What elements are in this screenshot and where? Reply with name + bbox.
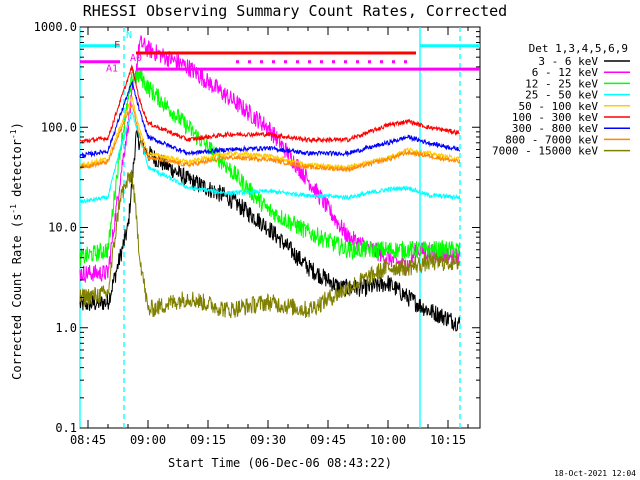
legend-label-0: 3 - 6 keV bbox=[538, 55, 598, 68]
legend-label-7: 800 - 7000 keV bbox=[505, 133, 598, 146]
legend-label-8: 7000 - 15000 keV bbox=[492, 145, 598, 158]
flag-label-a1: A1 bbox=[106, 63, 118, 74]
y-tick-label-3: 100.0 bbox=[41, 120, 77, 134]
series-line-8 bbox=[79, 168, 461, 319]
legend-label-6: 300 - 800 keV bbox=[512, 122, 598, 135]
y-tick-label-0: 0.1 bbox=[55, 421, 77, 435]
x-axis-label: Start Time (06-Dec-06 08:43:22) bbox=[168, 456, 392, 470]
y-axis-label-mid: detector bbox=[10, 139, 24, 204]
flag-label-n: N bbox=[126, 30, 132, 41]
y-axis-label-sup2: -1 bbox=[9, 129, 18, 139]
series-line-7 bbox=[79, 102, 461, 173]
series-line-5 bbox=[79, 64, 460, 144]
chart-title: RHESSI Observing Summary Count Rates, Co… bbox=[83, 2, 507, 20]
legend-header: Det 1,3,4,5,6,9 bbox=[529, 42, 628, 55]
flag-bars: NF A0 A1 bbox=[80, 30, 480, 74]
x-tick-label-3: 09:30 bbox=[250, 433, 286, 447]
legend-label-2: 12 - 25 keV bbox=[525, 77, 598, 90]
x-tick-label-1: 09:00 bbox=[130, 433, 166, 447]
legend-label-3: 25 - 50 keV bbox=[525, 89, 598, 102]
y-axis-label-end: ) bbox=[10, 122, 24, 129]
y-axis-ticks: 0.1 1.0 10.0 100.0 1000.0 bbox=[34, 20, 480, 435]
x-tick-label-6: 10:15 bbox=[430, 433, 466, 447]
flag-label-a0: A0 bbox=[130, 53, 142, 64]
x-tick-label-2: 09:15 bbox=[190, 433, 226, 447]
legend-label-1: 6 - 12 keV bbox=[532, 66, 599, 79]
series-line-6 bbox=[79, 80, 461, 159]
y-axis-label: Corrected Count Rate (s-1 detector-1) bbox=[9, 122, 24, 380]
x-tick-label-4: 09:45 bbox=[310, 433, 346, 447]
series-line-1 bbox=[79, 35, 461, 284]
x-tick-label-0: 08:45 bbox=[70, 433, 106, 447]
y-axis-label-main: Corrected Count Rate (s bbox=[10, 214, 24, 380]
x-axis-ticks: 08:45 09:00 09:15 09:30 09:45 10:00 10:15 bbox=[70, 27, 469, 447]
x-tick-label-5: 10:00 bbox=[370, 433, 406, 447]
series-lines bbox=[79, 35, 461, 332]
y-axis-label-sup1: -1 bbox=[9, 204, 18, 214]
flag-label-f: F bbox=[114, 40, 120, 51]
legend-label-5: 100 - 300 keV bbox=[512, 111, 598, 124]
series-line-2 bbox=[79, 67, 461, 267]
footer-date: 18-Oct-2021 12:04 bbox=[554, 469, 636, 478]
y-tick-label-2: 10.0 bbox=[48, 221, 77, 235]
legend-label-4: 50 - 100 keV bbox=[519, 100, 599, 113]
y-tick-label-1: 1.0 bbox=[55, 321, 77, 335]
y-tick-label-4: 1000.0 bbox=[34, 20, 77, 34]
